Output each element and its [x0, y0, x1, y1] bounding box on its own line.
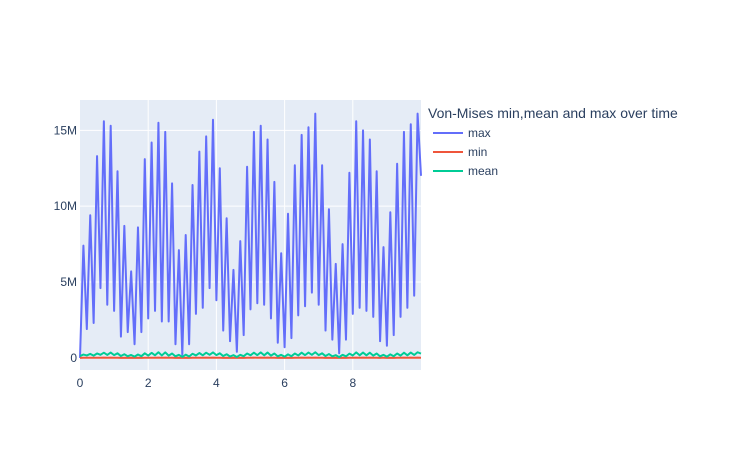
y-tick-label: 15M [54, 123, 77, 137]
series-line-max [79, 112, 422, 358]
x-tick-label: 6 [281, 376, 288, 390]
x-tick-label: 2 [145, 376, 152, 390]
x-tick-label: 8 [349, 376, 356, 390]
x-tick-label: 4 [213, 376, 220, 390]
x-axis-tick-labels: 0 2 4 6 8 [77, 376, 357, 390]
legend: Von-Mises min,mean and max over time max… [428, 105, 678, 178]
series-lines [79, 112, 422, 359]
x-tick-label: 0 [77, 376, 84, 390]
y-axis-tick-labels: 0 5M 10M 15M [54, 123, 78, 365]
series-line-mean [79, 351, 422, 359]
legend-label-min[interactable]: min [468, 145, 487, 159]
legend-label-mean[interactable]: mean [468, 164, 498, 178]
legend-label-max[interactable]: max [468, 126, 491, 140]
legend-title: Von-Mises min,mean and max over time [428, 105, 678, 121]
y-tick-label: 0 [70, 351, 77, 365]
y-tick-label: 10M [54, 199, 77, 213]
y-tick-label: 5M [60, 275, 77, 289]
